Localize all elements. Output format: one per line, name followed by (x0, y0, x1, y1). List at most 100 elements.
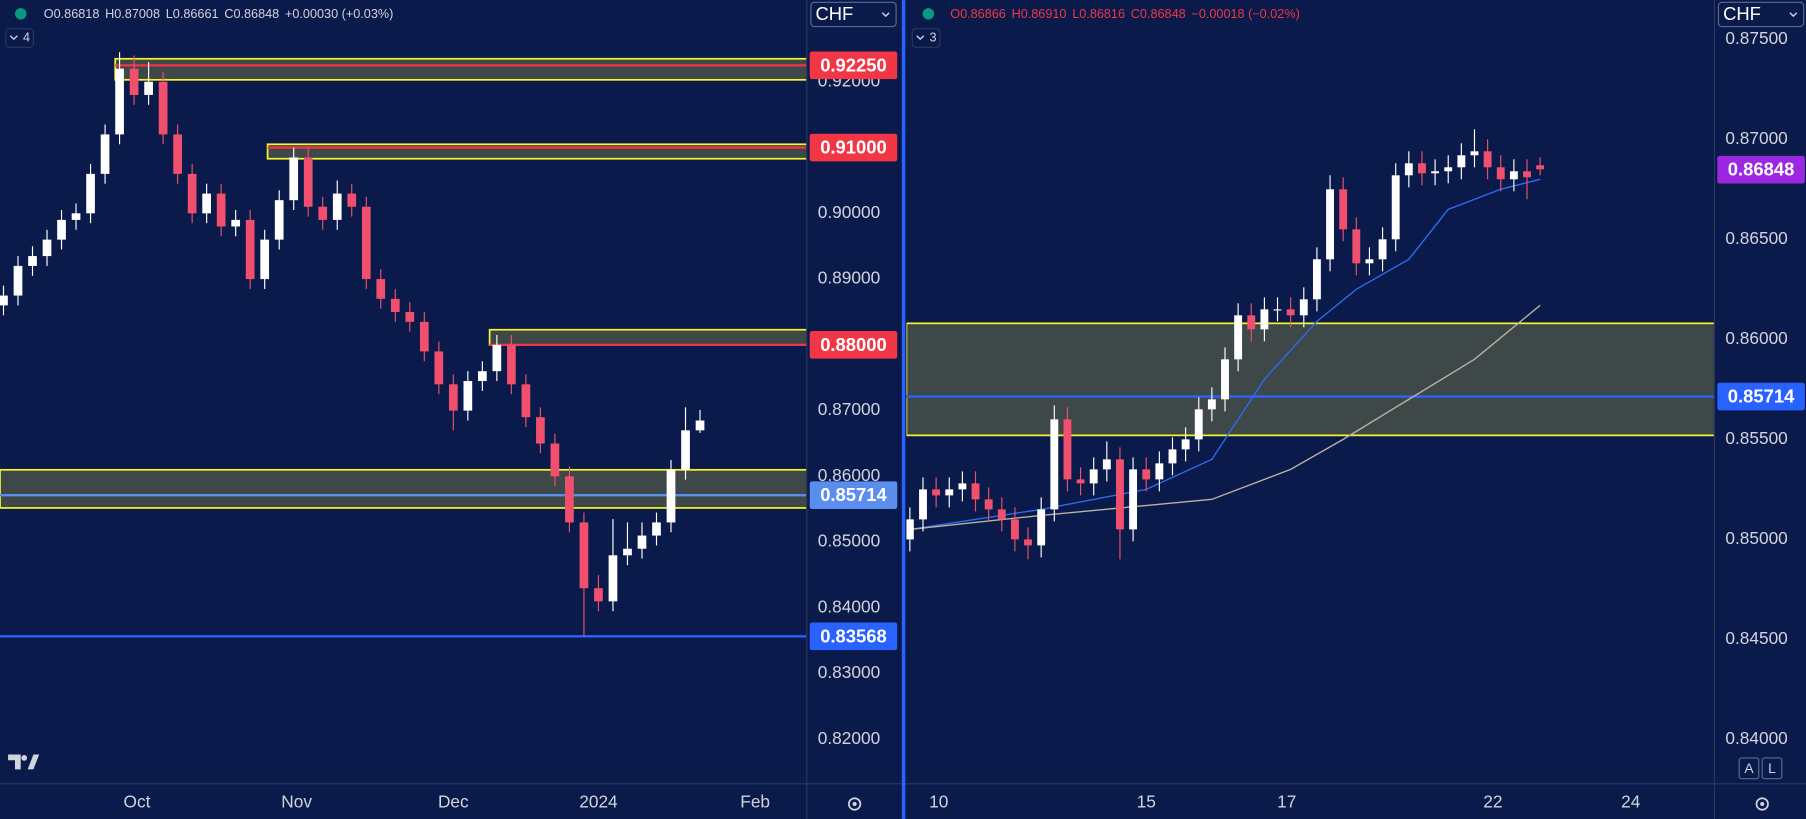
scale-button[interactable]: A (1738, 757, 1760, 780)
candle-body (1391, 175, 1400, 240)
candle-body (1260, 309, 1269, 330)
candle-body (1523, 171, 1531, 178)
price-label-bg (809, 331, 898, 359)
logo-part (27, 754, 40, 770)
gear-icon (848, 797, 862, 811)
settings-button[interactable] (1755, 797, 1769, 811)
candle-body (478, 371, 487, 382)
candle-body (681, 430, 690, 470)
candle-body (1286, 309, 1295, 316)
candle-body (565, 476, 574, 523)
candle-body (623, 548, 632, 556)
tv-logo[interactable] (8, 754, 40, 770)
candle-body (1457, 155, 1466, 168)
ohlc-value: −0.00018 (−0.02%) (1191, 7, 1299, 21)
candle-body (1312, 259, 1321, 300)
candle-body (1378, 239, 1387, 260)
price-label: 0.85714 (820, 484, 887, 505)
candle-body (1299, 299, 1308, 316)
legend-toggle[interactable]: 4 (5, 28, 34, 48)
candle-body (608, 555, 618, 602)
x-tick-label: Feb (740, 791, 770, 811)
dropdown-arrow (1789, 12, 1798, 18)
candle-body (42, 239, 52, 257)
y-tick-label: 0.89000 (818, 268, 880, 288)
candle-body (1470, 151, 1479, 156)
price-label-bg (809, 133, 898, 162)
candle-body (347, 193, 357, 207)
logo-part (8, 754, 21, 770)
candle-body (1496, 167, 1505, 180)
candle-body (1431, 171, 1440, 174)
candle-body (1509, 171, 1518, 180)
candle-body (1273, 309, 1282, 311)
ohlc-value: C0.86848 (1131, 7, 1186, 21)
pane-separator[interactable] (901, 0, 906, 819)
candle-body (0, 295, 8, 306)
candle-body (216, 193, 226, 227)
candle-body (448, 384, 458, 411)
candle-body (1063, 419, 1072, 480)
candle-body (945, 489, 954, 496)
currency-dropdown[interactable]: CHF (810, 1, 897, 28)
candle-body (1010, 519, 1019, 540)
candle-body (1155, 463, 1164, 480)
chevron (9, 35, 18, 41)
legend-count: 4 (23, 30, 30, 44)
candle-body (231, 219, 241, 227)
x-tick-label: Oct (124, 791, 151, 811)
candle-body (1365, 259, 1374, 264)
x-tick-label: Nov (281, 791, 312, 811)
settings-button[interactable] (848, 797, 862, 811)
candle-body (1168, 449, 1177, 464)
candle-body (932, 489, 941, 496)
ohlc-value: +0.00030 (+0.03%) (285, 7, 393, 21)
candle-body (1089, 469, 1098, 484)
y-tick-label: 0.90000 (818, 202, 880, 222)
ohlc-value: C0.86848 (224, 7, 279, 21)
candle-body (1024, 539, 1032, 546)
currency-dropdown[interactable]: CHF (1717, 1, 1805, 28)
candle-body (1050, 419, 1059, 510)
candle-body (1326, 189, 1334, 260)
candle-body (637, 535, 647, 549)
zone (0, 468, 807, 509)
y-tick-label: 0.85000 (1725, 528, 1787, 548)
candle-body (1339, 189, 1348, 230)
candle-body (1418, 163, 1426, 174)
price-label-bg (1717, 382, 1805, 411)
candle-body (361, 206, 371, 280)
legend-toggle-box (5, 28, 34, 48)
legend-toggle-box (911, 28, 941, 48)
logo-part (21, 755, 28, 761)
scale-button[interactable]: L (1761, 757, 1783, 780)
dropdown-box (810, 1, 897, 28)
candle-body (405, 311, 415, 322)
gear-icon (1760, 801, 1765, 807)
candle-body (984, 499, 993, 510)
candle-body (390, 298, 400, 312)
zone (906, 322, 1714, 437)
candle-body (187, 173, 197, 214)
y-tick-label: 0.84000 (1725, 728, 1787, 748)
candle-body (202, 193, 211, 214)
ohlc-value: L0.86816 (1072, 7, 1125, 21)
currency-label: CHF (815, 3, 853, 24)
ohlc-legend: O0.86866 H0.86910 L0.86816 C0.86848 −0.00018… (950, 7, 1300, 21)
candle-body (652, 522, 661, 536)
ohlc-value: O0.86866 (950, 7, 1006, 21)
candle-body (997, 509, 1006, 520)
candle-body (579, 522, 589, 589)
candle-body (1037, 509, 1046, 546)
candle-body (158, 81, 168, 135)
price-label: 0.85714 (1728, 386, 1795, 407)
scale-button-label: A (1744, 760, 1754, 776)
legend-toggle[interactable]: 3 (911, 28, 941, 48)
status-dot (922, 8, 935, 20)
candle-body (1221, 359, 1229, 400)
x-tick-label: 22 (1483, 791, 1502, 811)
candle-body (695, 420, 705, 431)
candle-body (1247, 315, 1256, 330)
y-tick-label: 0.82000 (818, 728, 880, 748)
